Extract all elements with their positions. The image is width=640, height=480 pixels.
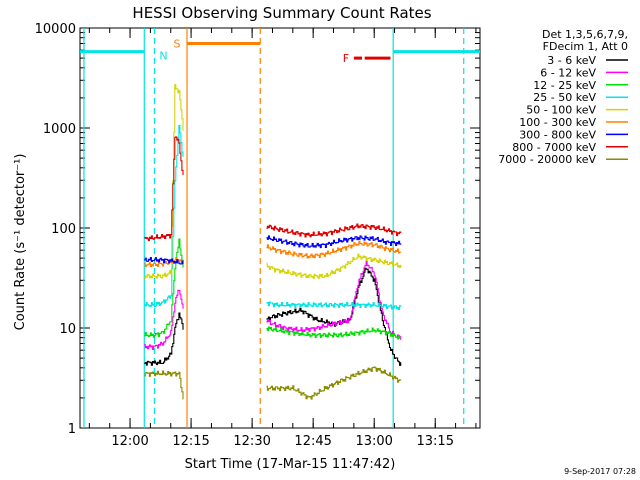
y-tick-label: 1 [68,422,76,437]
series-line [266,240,402,259]
x-tick-label: 12:15 [172,434,209,449]
x-axis-label: Start Time (17-Mar-15 11:47:42) [185,457,396,472]
series-line [266,267,402,366]
series-line [144,289,184,350]
legend-entry-label: 800 - 7000 keV [512,141,596,154]
x-tick-label: 12:45 [294,434,331,449]
series-line [266,259,402,340]
flag-label: N [159,50,167,63]
x-tick-label: 12:30 [233,434,270,449]
y-tick-label: 10 [59,322,76,337]
series-line [144,84,184,280]
legend-header: FDecim 1, Att 0 [543,40,628,53]
series-line [266,253,402,279]
y-tick-label: 1000 [43,122,76,137]
x-tick-label: 13:15 [417,434,454,449]
series-line [144,257,184,265]
flag-label: S [174,37,181,50]
series-line [266,326,402,340]
legend-entry-label: 300 - 800 keV [519,128,596,141]
legend-entry-label: 100 - 300 keV [519,116,596,129]
y-tick-label: 100 [51,222,76,237]
x-tick-label: 13:00 [355,434,392,449]
series-line [266,235,402,249]
chart-title: HESSI Observing Summary Count Rates [132,4,431,22]
render-timestamp: 9-Sep-2017 07:28 [564,467,636,476]
legend-entry-label: 50 - 100 keV [526,104,596,117]
y-axis-label: Count Rate (s⁻¹ detector⁻¹) [13,154,28,331]
legend-entry-label: 3 - 6 keV [547,54,596,67]
series-line [144,312,184,366]
y-tick-label: 10000 [35,22,76,37]
series-line [266,223,402,238]
legend-entry-label: 12 - 25 keV [533,79,596,92]
x-tick-label: 12:00 [111,434,148,449]
series-line [144,370,184,400]
legend-entry-label: 7000 - 20000 keV [498,153,596,166]
flag-label: F [343,52,349,65]
series-line [266,301,402,311]
legend-entry-label: 25 - 50 keV [533,91,596,104]
legend-header: Det 1,3,5,6,7,9, [542,28,628,41]
series-line [144,136,184,242]
legend-entry-label: 6 - 12 keV [540,66,596,79]
series-line [144,124,184,307]
series-line [266,366,402,400]
